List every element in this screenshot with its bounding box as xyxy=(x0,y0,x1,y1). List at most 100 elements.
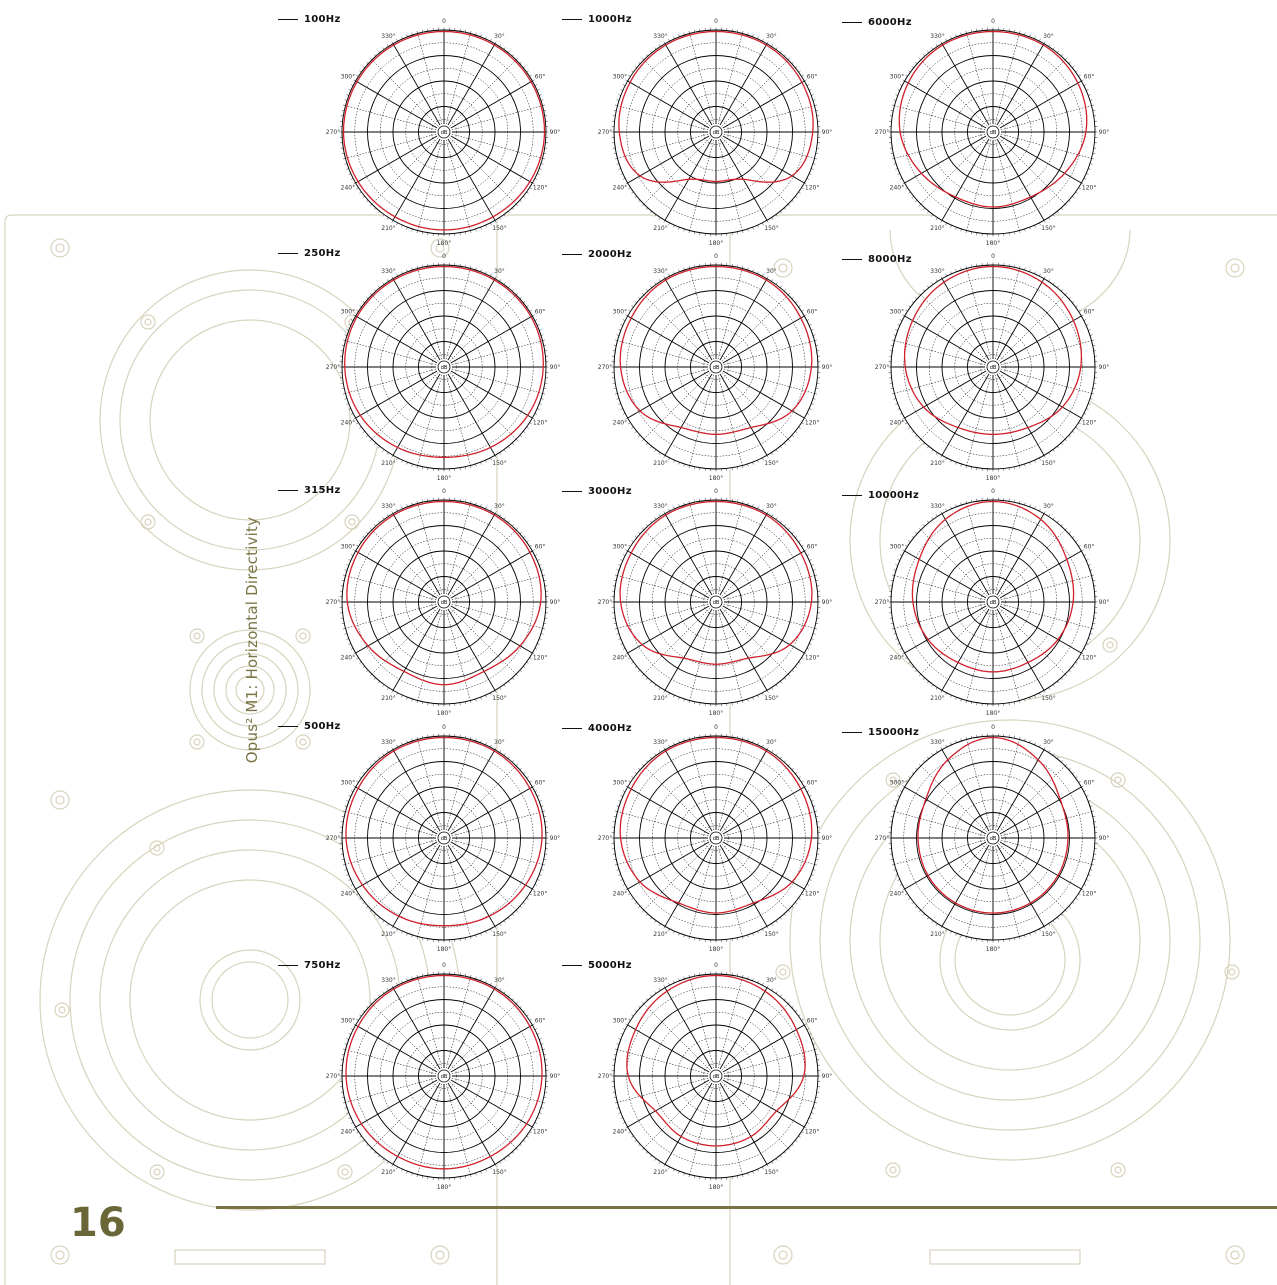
grid-tick xyxy=(401,1169,403,1172)
grid-tick xyxy=(780,520,782,523)
grid-spoke xyxy=(1000,368,1092,394)
grid-tick xyxy=(373,1151,376,1154)
angle-label: 180° xyxy=(709,1184,723,1191)
grid-tick xyxy=(663,926,666,929)
grid-tick xyxy=(955,269,957,272)
grid-tick xyxy=(359,1014,362,1017)
angle-label: 30° xyxy=(494,268,505,275)
grid-tick xyxy=(499,1161,502,1164)
grid-spoke xyxy=(345,603,437,629)
grid-spoke xyxy=(998,372,1066,440)
grid-tick xyxy=(356,309,359,312)
grid-tick xyxy=(391,455,394,458)
grid-tick xyxy=(1019,700,1021,703)
grid-tick xyxy=(650,917,652,920)
grid-spoke xyxy=(999,841,1082,890)
angle-label: 240° xyxy=(613,655,627,662)
grid-tick xyxy=(1075,776,1078,779)
grid-tick xyxy=(814,574,817,576)
angle-label: 330° xyxy=(381,977,395,984)
grid-tick xyxy=(543,1054,547,1055)
grid-tick xyxy=(1039,928,1041,932)
grid-spoke xyxy=(643,765,711,833)
grid-tick xyxy=(922,442,925,445)
grid-spoke xyxy=(920,294,988,362)
grid-tick xyxy=(762,1166,764,1170)
grid-tick xyxy=(508,917,510,920)
angle-label: 60° xyxy=(807,544,818,551)
grid-tick xyxy=(1092,345,1096,346)
grid-tick xyxy=(654,753,657,756)
angle-label: 270° xyxy=(326,599,340,606)
grid-spoke xyxy=(941,373,990,456)
grid-spoke xyxy=(721,1081,789,1149)
legend-line xyxy=(562,19,582,20)
grid-tick xyxy=(775,991,778,994)
grid-tick xyxy=(416,465,418,468)
angle-label: 210° xyxy=(653,931,667,938)
grid-tick xyxy=(480,462,482,465)
grid-tick xyxy=(1086,879,1089,881)
grid-tick xyxy=(918,438,922,442)
grid-tick xyxy=(539,1112,542,1114)
grid-tick xyxy=(694,499,695,503)
grid-tick xyxy=(638,670,641,673)
grid-tick xyxy=(406,697,408,700)
angle-label: 150° xyxy=(492,225,506,232)
grid-spoke xyxy=(451,105,543,131)
grid-tick xyxy=(787,763,791,767)
grid-spoke xyxy=(627,1079,710,1128)
grid-tick xyxy=(812,1107,816,1109)
grid-tick xyxy=(499,452,502,455)
grid-tick xyxy=(762,982,764,986)
grid-tick xyxy=(905,657,908,660)
angle-label: 300° xyxy=(341,309,355,316)
grid-tick xyxy=(343,158,346,160)
grid-spoke xyxy=(1000,105,1092,131)
angle-label: 240° xyxy=(341,420,355,427)
grid-spoke xyxy=(451,133,543,159)
grid-tick xyxy=(654,517,657,520)
grid-tick xyxy=(1043,926,1046,929)
grid-tick xyxy=(526,1014,529,1017)
grid-tick xyxy=(784,1151,787,1154)
grid-tick xyxy=(373,677,376,680)
grid-tick xyxy=(411,698,413,702)
grid-tick xyxy=(628,657,631,660)
grid-tick xyxy=(1048,217,1051,220)
grid-tick xyxy=(391,926,394,929)
grid-tick xyxy=(1061,913,1064,916)
grid-spoke xyxy=(1000,839,1092,865)
grid-tick xyxy=(893,334,897,336)
grid-tick xyxy=(526,305,529,308)
grid-tick xyxy=(960,32,962,36)
grid-tick xyxy=(401,506,403,509)
grid-tick xyxy=(795,431,798,433)
grid-tick xyxy=(905,893,908,896)
grid-tick xyxy=(678,978,680,981)
grid-tick xyxy=(401,36,403,39)
grid-tick xyxy=(406,978,408,981)
grid-tick xyxy=(622,1028,626,1030)
grid-tick xyxy=(1057,756,1059,759)
grid-tick xyxy=(931,282,934,285)
grid-tick xyxy=(1039,692,1041,696)
grid-tick xyxy=(1039,273,1041,277)
grid-tick xyxy=(650,50,652,53)
grid-tick xyxy=(386,988,389,991)
grid-spoke xyxy=(920,372,988,440)
angle-label: 180° xyxy=(437,240,451,247)
grid-tick xyxy=(503,214,506,217)
grid-tick xyxy=(798,661,801,664)
angle-label: 150° xyxy=(1041,460,1055,467)
grid-tick xyxy=(543,110,547,111)
angle-label: 60° xyxy=(807,780,818,787)
grid-tick xyxy=(485,980,487,983)
grid-tick xyxy=(386,750,389,753)
grid-tick xyxy=(1064,673,1068,677)
grid-tick xyxy=(893,569,897,571)
frequency-label: 250Hz xyxy=(278,248,341,259)
grid-tick xyxy=(494,511,497,514)
grid-tick xyxy=(804,1126,807,1129)
grid-tick xyxy=(373,289,376,292)
